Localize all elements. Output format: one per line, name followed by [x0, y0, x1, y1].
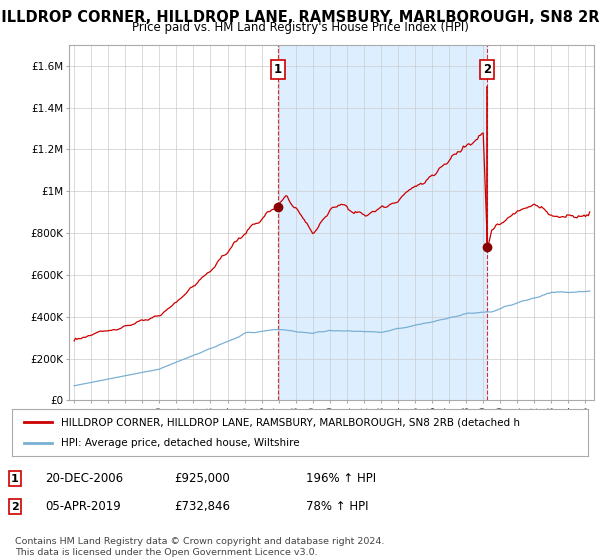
Text: Contains HM Land Registry data © Crown copyright and database right 2024.
This d: Contains HM Land Registry data © Crown c…: [15, 537, 385, 557]
Text: Price paid vs. HM Land Registry's House Price Index (HPI): Price paid vs. HM Land Registry's House …: [131, 21, 469, 34]
Text: £925,000: £925,000: [174, 472, 230, 486]
Text: 196% ↑ HPI: 196% ↑ HPI: [306, 472, 376, 486]
Text: £732,846: £732,846: [174, 500, 230, 514]
Text: 1: 1: [274, 63, 282, 76]
Text: 20-DEC-2006: 20-DEC-2006: [45, 472, 123, 486]
Text: 1: 1: [11, 474, 19, 484]
Text: 78% ↑ HPI: 78% ↑ HPI: [306, 500, 368, 514]
Text: HPI: Average price, detached house, Wiltshire: HPI: Average price, detached house, Wilt…: [61, 438, 299, 448]
Text: 05-APR-2019: 05-APR-2019: [45, 500, 121, 514]
Bar: [278, 45, 487, 400]
Text: HILLDROP CORNER, HILLDROP LANE, RAMSBURY, MARLBOROUGH, SN8 2RB: HILLDROP CORNER, HILLDROP LANE, RAMSBURY…: [0, 10, 600, 25]
Text: HILLDROP CORNER, HILLDROP LANE, RAMSBURY, MARLBOROUGH, SN8 2RB (detached h: HILLDROP CORNER, HILLDROP LANE, RAMSBURY…: [61, 417, 520, 427]
Text: 2: 2: [484, 63, 491, 76]
Text: 2: 2: [11, 502, 19, 512]
